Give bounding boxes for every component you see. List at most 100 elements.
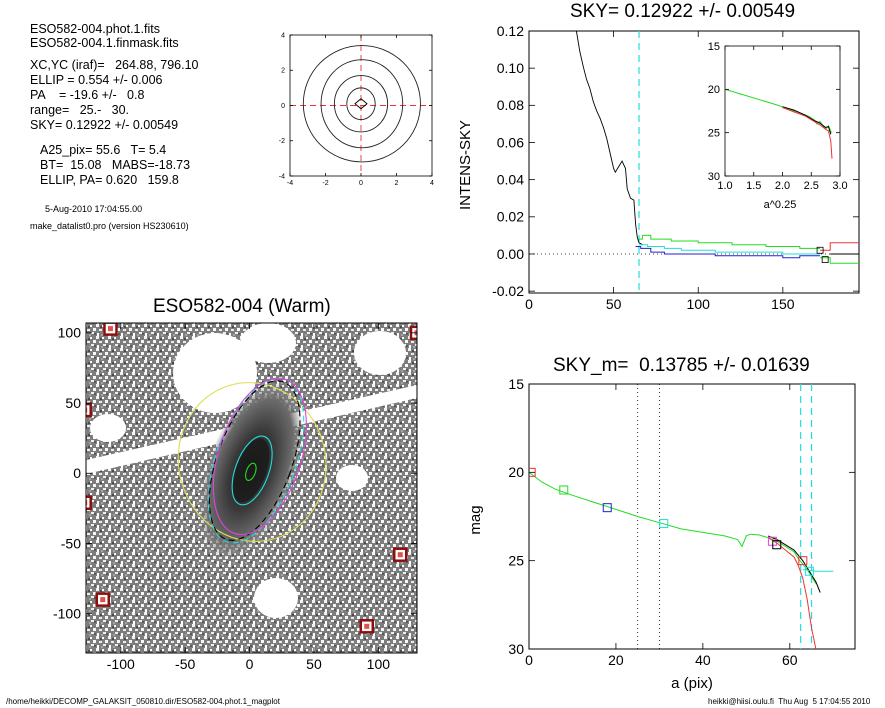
x-tick-label: 4 — [430, 180, 434, 187]
y-tick-label: 0 — [281, 103, 285, 110]
y-tick-label: 50 — [65, 395, 81, 411]
mag-square-marker — [602, 503, 612, 513]
y-tick-label: 100 — [58, 325, 82, 341]
x-tick-label: 2 — [395, 180, 399, 187]
x-tick-label: 0 — [525, 296, 533, 312]
isophote-ellipse — [245, 462, 257, 482]
mag-square-marker — [659, 519, 669, 529]
y-tick-label: 0.08 — [497, 97, 524, 113]
mask-star-right — [336, 465, 368, 491]
y-tick-label: 0.00 — [497, 246, 524, 262]
x-tick-label: 50 — [306, 656, 322, 672]
sky-series-line — [575, 31, 643, 246]
mask-star-bottom — [254, 578, 298, 618]
y-tick-label: 0.06 — [497, 134, 524, 150]
info-a25: A25_pix= 55.6 T= 5.4 — [40, 143, 167, 157]
y-tick-label: 0.12 — [497, 23, 524, 39]
info-sky: SKY= 0.12922 +/- 0.00549 — [30, 118, 179, 132]
y-tick-label: 30 — [708, 171, 720, 183]
mag-square-marker — [529, 467, 536, 477]
x-tick-label: 20 — [608, 652, 624, 668]
inset-xlabel: a^0.25 — [764, 199, 797, 211]
mag-ylabel: mag — [467, 505, 484, 534]
mask-star-top2 — [240, 323, 296, 363]
x-tick-label: 0 — [246, 656, 254, 672]
isophote-ellipse — [208, 380, 301, 541]
y-tick-label: 25 — [708, 128, 720, 140]
info-file1: ESO582-004.phot.1.fits — [30, 22, 160, 36]
mag-square-marker — [804, 566, 814, 576]
y-tick-label: 20 — [708, 84, 720, 96]
masked-star-marker-core — [86, 407, 88, 413]
x-tick-label: 60 — [782, 652, 798, 668]
x-tick-label: 1.5 — [746, 180, 761, 192]
sky-profile-plot: 0 50 100 150 -0.02 0.00 0.02 0.04 0.06 0.08 0.10 0.… — [457, 23, 860, 312]
contour-center-diamond — [354, 98, 368, 110]
x-tick-label: 1.0 — [717, 180, 732, 192]
info-date: 5-Aug-2010 17:04:55.00 — [45, 204, 143, 214]
mask-star-topright — [354, 331, 406, 375]
y-tick-label: 0.04 — [497, 172, 524, 188]
y-tick-label: 15 — [508, 376, 524, 392]
sky-series-line — [639, 234, 821, 249]
x-tick-label: 50 — [606, 296, 622, 312]
mag-plot-title: SKY_m= 0.13785 +/- 0.01639 — [553, 355, 810, 376]
y-tick-label: 25 — [508, 553, 524, 569]
y-tick-label: 0 — [73, 465, 81, 481]
isophote-ellipse — [207, 377, 305, 544]
mag-series-line — [767, 537, 817, 649]
x-tick-label: 3.0 — [832, 180, 847, 192]
info-range: range= 25.- 30. — [30, 103, 130, 117]
masked-star-marker-core — [107, 326, 113, 332]
x-tick-label: 0 — [359, 180, 363, 187]
y-tick-label: -0.02 — [492, 283, 524, 299]
x-tick-label: 100 — [687, 296, 711, 312]
y-tick-label: 30 — [508, 641, 524, 657]
mag-series-line — [802, 569, 834, 572]
masked-star-marker-core — [397, 552, 403, 558]
x-tick-label: -2 — [322, 180, 328, 187]
isophote-ellipse — [177, 382, 327, 542]
y-tick-label: 0.02 — [497, 209, 524, 225]
x-tick-label: 2.0 — [775, 180, 790, 192]
info-position-angle: PA = -19.6 +/- 0.8 — [30, 88, 145, 102]
y-tick-label: -100 — [53, 606, 81, 622]
y-tick-label: -50 — [61, 535, 81, 551]
y-tick-label: -2 — [279, 138, 285, 145]
mask-star-top — [173, 333, 257, 413]
isophote-ellipse — [212, 377, 307, 536]
mag-xlabel: a (pix) — [671, 675, 713, 692]
mag-series-line — [529, 471, 817, 584]
sky-square-marker — [821, 256, 829, 263]
inset-series-line — [782, 107, 833, 159]
sky-plot-title: SKY= 0.12922 +/- 0.00549 — [570, 1, 796, 22]
inset-series-line — [782, 106, 832, 135]
y-tick-label: 0.10 — [497, 60, 524, 76]
x-tick-label: 40 — [695, 652, 711, 668]
inset-plot-frame — [724, 45, 841, 177]
masked-star-marker-core — [86, 500, 88, 506]
y-tick-label: 20 — [508, 464, 524, 480]
info-file2: ESO582-004.1.finmask.fits — [30, 36, 179, 50]
info-program: make_datalist0.pro (version HS230610) — [30, 221, 189, 231]
sky-series-line — [820, 242, 859, 251]
sky-square-marker — [816, 246, 824, 254]
info-center: XC,YC (iraf)= 264.88, 796.10 — [30, 58, 199, 72]
sky-series-line — [639, 244, 821, 255]
info-ellipticity: ELLIP = 0.554 +/- 0.006 — [30, 73, 163, 87]
sky-series-line — [635, 246, 821, 259]
mask-star-left — [90, 414, 126, 442]
masked-star-marker — [86, 495, 92, 510]
masked-star-marker-core — [100, 597, 106, 603]
y-tick-label: 2 — [281, 68, 285, 75]
contour-plot: -4 -2 0 2 4 -4 -2 0 2 4 — [279, 32, 434, 187]
mag-square-marker — [559, 485, 569, 495]
mag-square-marker — [798, 556, 808, 566]
contour-level — [320, 59, 404, 149]
x-tick-label: -4 — [287, 180, 293, 187]
galaxy-image-plot: -100 -50 0 50 100 -100 -50 0 50 100 — [53, 322, 418, 672]
x-tick-label: -50 — [175, 656, 195, 672]
contour-level — [346, 87, 376, 121]
